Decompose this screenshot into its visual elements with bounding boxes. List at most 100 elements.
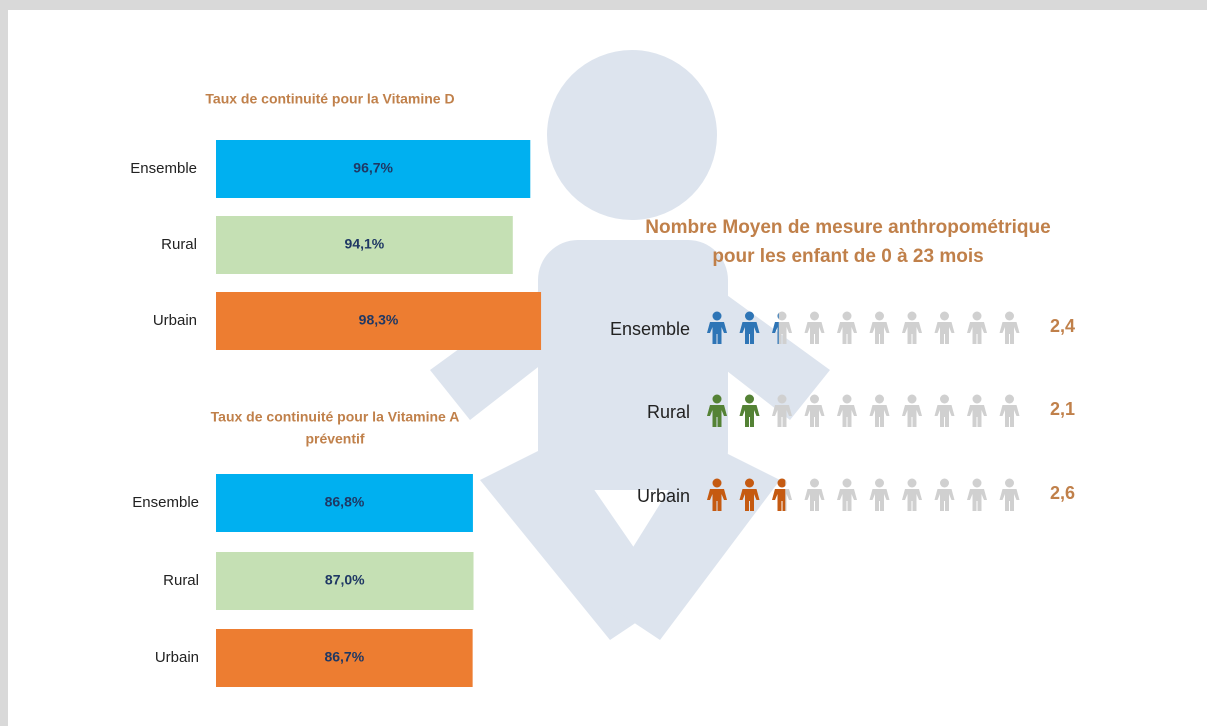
icon-body — [739, 322, 760, 344]
pictogram-fill — [707, 478, 786, 511]
bar — [216, 216, 513, 274]
icon-head — [1005, 394, 1014, 404]
category-label: Rural — [647, 402, 690, 422]
person-icon — [869, 478, 890, 511]
person-icon — [967, 394, 987, 427]
icon-body — [869, 405, 890, 427]
icon-body — [707, 489, 727, 511]
icon-body — [967, 322, 987, 344]
icon-head — [972, 478, 982, 488]
value-label: 98,3% — [359, 312, 399, 328]
icon-head — [810, 311, 819, 321]
bar — [216, 140, 531, 198]
category-label: Rural — [163, 572, 199, 589]
icon-body — [902, 405, 922, 427]
icon-body — [837, 322, 857, 344]
icon-head — [972, 311, 982, 321]
icon-body — [707, 405, 727, 427]
icon-body — [902, 489, 922, 511]
icon-head — [810, 394, 819, 404]
icon-head — [842, 311, 852, 321]
icon-body — [999, 489, 1020, 511]
icon-head — [1005, 311, 1014, 321]
icon-head — [940, 394, 949, 404]
person-icon — [707, 311, 727, 344]
category-label: Rural — [161, 236, 197, 253]
icon-body — [869, 489, 890, 511]
value-label: 2,4 — [1050, 316, 1075, 336]
icon-body — [772, 489, 786, 511]
person-icon — [837, 478, 857, 511]
person-icon — [707, 394, 727, 427]
icon-head — [712, 394, 722, 404]
bar — [216, 474, 473, 532]
person-icon — [934, 478, 955, 511]
person-icon — [804, 394, 825, 427]
person-icon — [902, 478, 922, 511]
person-icon — [902, 311, 922, 344]
icon-body — [837, 489, 857, 511]
person-icon — [804, 311, 825, 344]
baby-silhouette — [430, 50, 830, 640]
icon-head — [712, 311, 722, 321]
icon-head — [940, 311, 949, 321]
icon-head — [745, 394, 754, 404]
person-icon — [837, 311, 857, 344]
value-label: 2,6 — [1050, 483, 1075, 503]
chart-title: Taux de continuité pour la Vitamine A — [211, 409, 460, 425]
value-label: 87,0% — [325, 572, 365, 588]
category-label: Ensemble — [610, 319, 690, 339]
icon-head — [875, 311, 884, 321]
icon-head — [842, 394, 852, 404]
icon-head — [907, 478, 917, 488]
icon-head — [777, 312, 779, 320]
person-icon — [739, 478, 760, 511]
value-label: 86,7% — [324, 649, 364, 665]
category-label: Ensemble — [132, 494, 199, 511]
person-icon — [772, 478, 786, 511]
icon-head — [842, 478, 852, 488]
icon-body — [804, 322, 825, 344]
person-icon — [772, 394, 792, 427]
icon-body — [902, 322, 922, 344]
person-icon — [804, 478, 825, 511]
icon-body — [804, 405, 825, 427]
value-label: 96,7% — [353, 160, 393, 176]
icon-body — [934, 489, 955, 511]
icon-head — [875, 394, 884, 404]
icon-body — [739, 405, 760, 427]
icon-body — [837, 405, 857, 427]
icon-head — [907, 394, 917, 404]
icon-head — [745, 311, 754, 321]
person-icon — [999, 478, 1020, 511]
icon-body — [739, 489, 760, 511]
icon-body — [934, 322, 955, 344]
icon-head — [777, 311, 787, 321]
person-icon — [837, 394, 857, 427]
icon-head — [907, 311, 917, 321]
person-icon — [707, 478, 727, 511]
value-label: 2,1 — [1050, 399, 1075, 419]
icon-body — [967, 489, 987, 511]
person-icon — [999, 394, 1020, 427]
icon-head — [940, 478, 949, 488]
person-icon — [869, 394, 890, 427]
person-icon — [739, 311, 760, 344]
icon-head — [712, 478, 722, 488]
person-icon — [967, 311, 987, 344]
icon-head — [745, 478, 754, 488]
bar — [216, 629, 473, 687]
value-label: 86,8% — [325, 494, 365, 510]
chart-title: préventif — [305, 431, 364, 447]
icon-body — [934, 405, 955, 427]
icon-body — [869, 322, 890, 344]
icon-head — [810, 478, 819, 488]
icon-head — [972, 394, 982, 404]
person-icon — [739, 394, 760, 427]
bar — [216, 552, 474, 610]
bar — [216, 292, 542, 350]
person-icon — [967, 478, 987, 511]
icon-head — [777, 394, 787, 404]
person-icon — [934, 394, 955, 427]
